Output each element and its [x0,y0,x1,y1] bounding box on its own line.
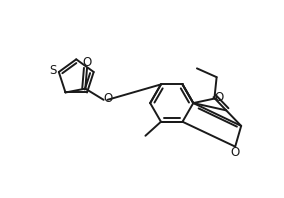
Text: O: O [82,56,92,69]
Text: O: O [231,146,240,159]
Text: S: S [50,64,57,77]
Text: O: O [214,91,224,104]
Text: O: O [104,92,113,105]
